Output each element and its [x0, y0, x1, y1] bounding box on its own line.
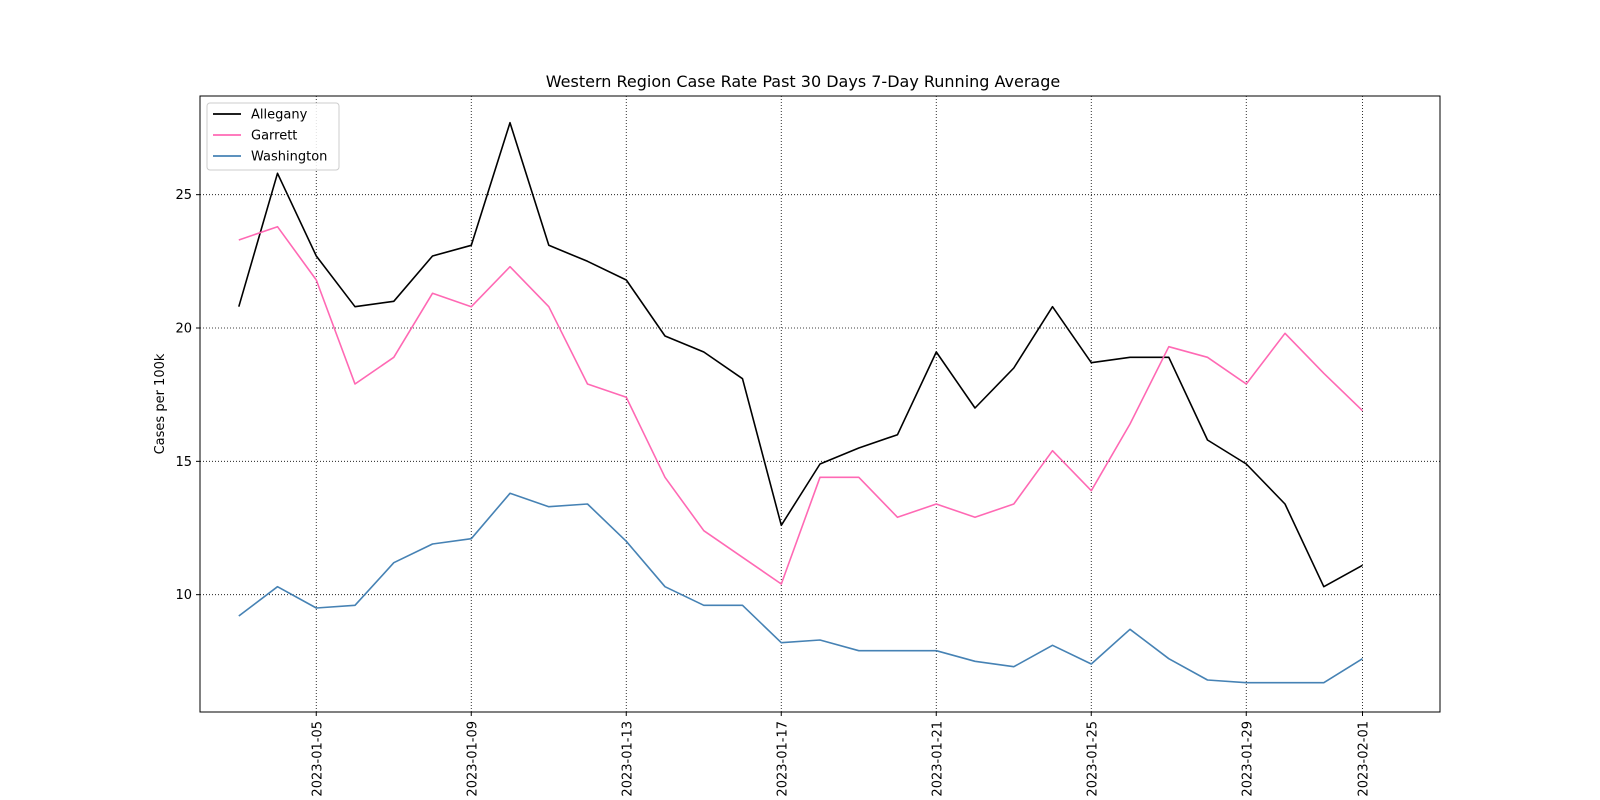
legend-label-washington: Washington	[251, 150, 327, 165]
axis-ticks: 10 15 20 25 2023-01-05 2023-01-09 2023-01-13 20…	[175, 188, 1371, 796]
x-tick-label: 2023-01-17	[775, 721, 790, 797]
legend-label-garrett: Garrett	[251, 129, 297, 144]
chart-title: Western Region Case Rate Past 30 Days 7-…	[546, 72, 1060, 91]
y-tick-label: 20	[175, 322, 192, 337]
y-tick-label: 15	[175, 455, 192, 470]
legend: Allegany Garrett Washington	[206, 102, 340, 171]
x-tick-label: 2023-01-21	[930, 721, 945, 797]
y-tick-label: 10	[175, 588, 192, 603]
x-tick-label: 2023-01-05	[310, 721, 325, 797]
x-tick-label: 2023-01-13	[620, 721, 635, 797]
legend-label-allegany: Allegany	[251, 108, 308, 123]
series-lines	[238, 121, 1364, 684]
legend-box	[206, 102, 340, 171]
x-tick-label: 2023-01-29	[1240, 721, 1255, 797]
series-line-washington	[238, 492, 1363, 684]
x-tick-label: 2023-01-25	[1085, 721, 1100, 797]
plot-frame	[199, 95, 1441, 713]
x-tick-label: 2023-02-01	[1357, 721, 1372, 797]
grid-lines	[200, 96, 1440, 712]
y-tick-label: 25	[175, 188, 192, 203]
series-line-allegany	[238, 121, 1363, 588]
x-tick-label: 2023-01-09	[465, 721, 480, 797]
series-line-garrett	[238, 225, 1364, 585]
y-axis-label: Cases per 100k	[153, 353, 168, 454]
